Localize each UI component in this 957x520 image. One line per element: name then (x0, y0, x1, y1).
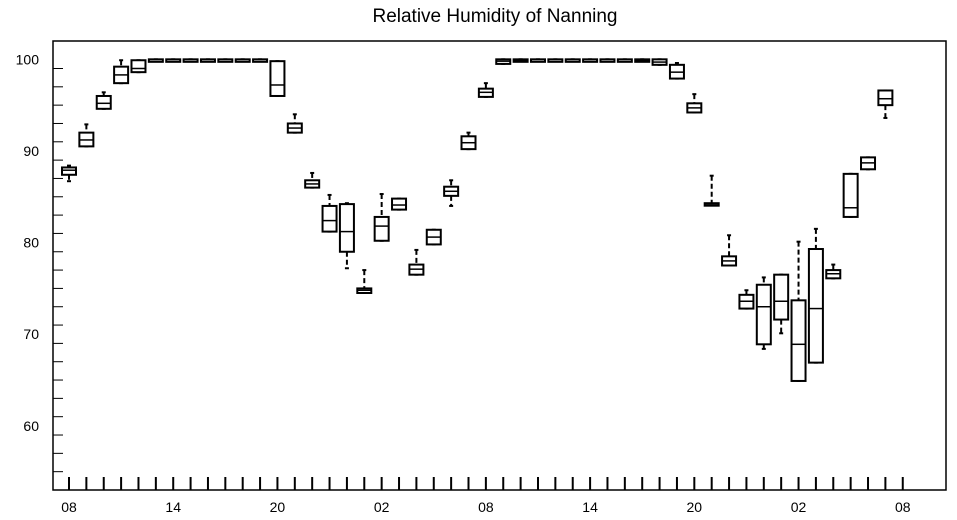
y-tick-label: 70 (23, 326, 39, 342)
box-mark (651, 58, 668, 66)
box-mark (547, 58, 564, 63)
box-mark (269, 60, 286, 97)
box-mark (668, 61, 685, 80)
x-tick-label: 08 (895, 499, 911, 515)
y-tick-label: 80 (23, 235, 39, 251)
box-iqr (877, 89, 894, 107)
box-iqr (807, 248, 824, 364)
box-mark (825, 263, 842, 280)
box-mark (686, 93, 703, 114)
y-axis: 60 70 80 90 100 (16, 51, 63, 473)
box-mark (182, 58, 199, 63)
box-mark (408, 248, 425, 276)
box-mark (165, 58, 182, 63)
box-mark (860, 156, 877, 171)
box-iqr (773, 273, 790, 321)
box-mark (634, 58, 651, 63)
x-tick-label: 08 (61, 499, 77, 515)
box-mark (790, 240, 807, 382)
box-iqr (61, 166, 77, 176)
box-mark (443, 179, 460, 207)
box-iqr (755, 283, 772, 346)
box-mark (391, 197, 408, 211)
box-mark (217, 58, 234, 63)
x-tick-label: 02 (791, 499, 807, 515)
box-mark (252, 58, 269, 63)
box-mark (529, 58, 546, 63)
box-mark (321, 193, 338, 233)
box-iqr (95, 94, 112, 110)
box-mark (78, 123, 95, 148)
box-mark (582, 58, 599, 63)
box-iqr (338, 203, 355, 253)
box-mark (564, 58, 581, 63)
box-series (61, 58, 894, 382)
box-mark (234, 58, 251, 63)
x-tick-label: 02 (374, 499, 390, 515)
box-mark (95, 91, 112, 110)
box-mark (877, 89, 894, 119)
box-mark (425, 228, 442, 246)
box-iqr (790, 299, 807, 382)
plot-frame (52, 40, 947, 491)
x-tick-label: 14 (582, 499, 598, 515)
box-mark (721, 234, 738, 267)
box-mark (477, 82, 494, 98)
box-mark (738, 289, 755, 310)
x-tick-label: 14 (165, 499, 181, 515)
y-tick-label: 60 (23, 418, 39, 434)
box-iqr (391, 197, 408, 211)
x-tick-label: 20 (687, 499, 703, 515)
box-mark (773, 273, 790, 335)
box-mark (113, 59, 130, 85)
box-iqr (373, 215, 390, 242)
box-mark (755, 276, 772, 350)
box-mark (147, 58, 164, 63)
box-mark (356, 269, 373, 294)
box-mark (304, 171, 321, 189)
box-iqr (130, 59, 147, 74)
x-axis: 08 14 20 02 08 14 20 02 08 (61, 477, 911, 515)
box-mark (495, 58, 512, 65)
box-iqr (842, 172, 859, 218)
box-mark (842, 172, 859, 218)
x-tick-label: 08 (478, 499, 494, 515)
y-tick-label: 90 (23, 143, 39, 159)
box-iqr (321, 204, 338, 233)
box-iqr (269, 60, 286, 97)
y-tick-label: 100 (16, 51, 40, 67)
x-tick-label: 20 (270, 499, 286, 515)
box-mark (599, 58, 616, 63)
box-mark (373, 193, 390, 242)
box-mark (512, 58, 529, 63)
box-mark (130, 59, 147, 74)
box-mark (703, 174, 720, 207)
box-mark (199, 58, 216, 63)
chart-title: Relative Humidity of Nanning (372, 6, 617, 27)
box-mark (807, 227, 824, 364)
box-mark (286, 113, 303, 134)
box-mark (338, 202, 355, 270)
box-mark (460, 131, 477, 151)
box-mark (61, 164, 77, 183)
box-mark (616, 58, 633, 63)
